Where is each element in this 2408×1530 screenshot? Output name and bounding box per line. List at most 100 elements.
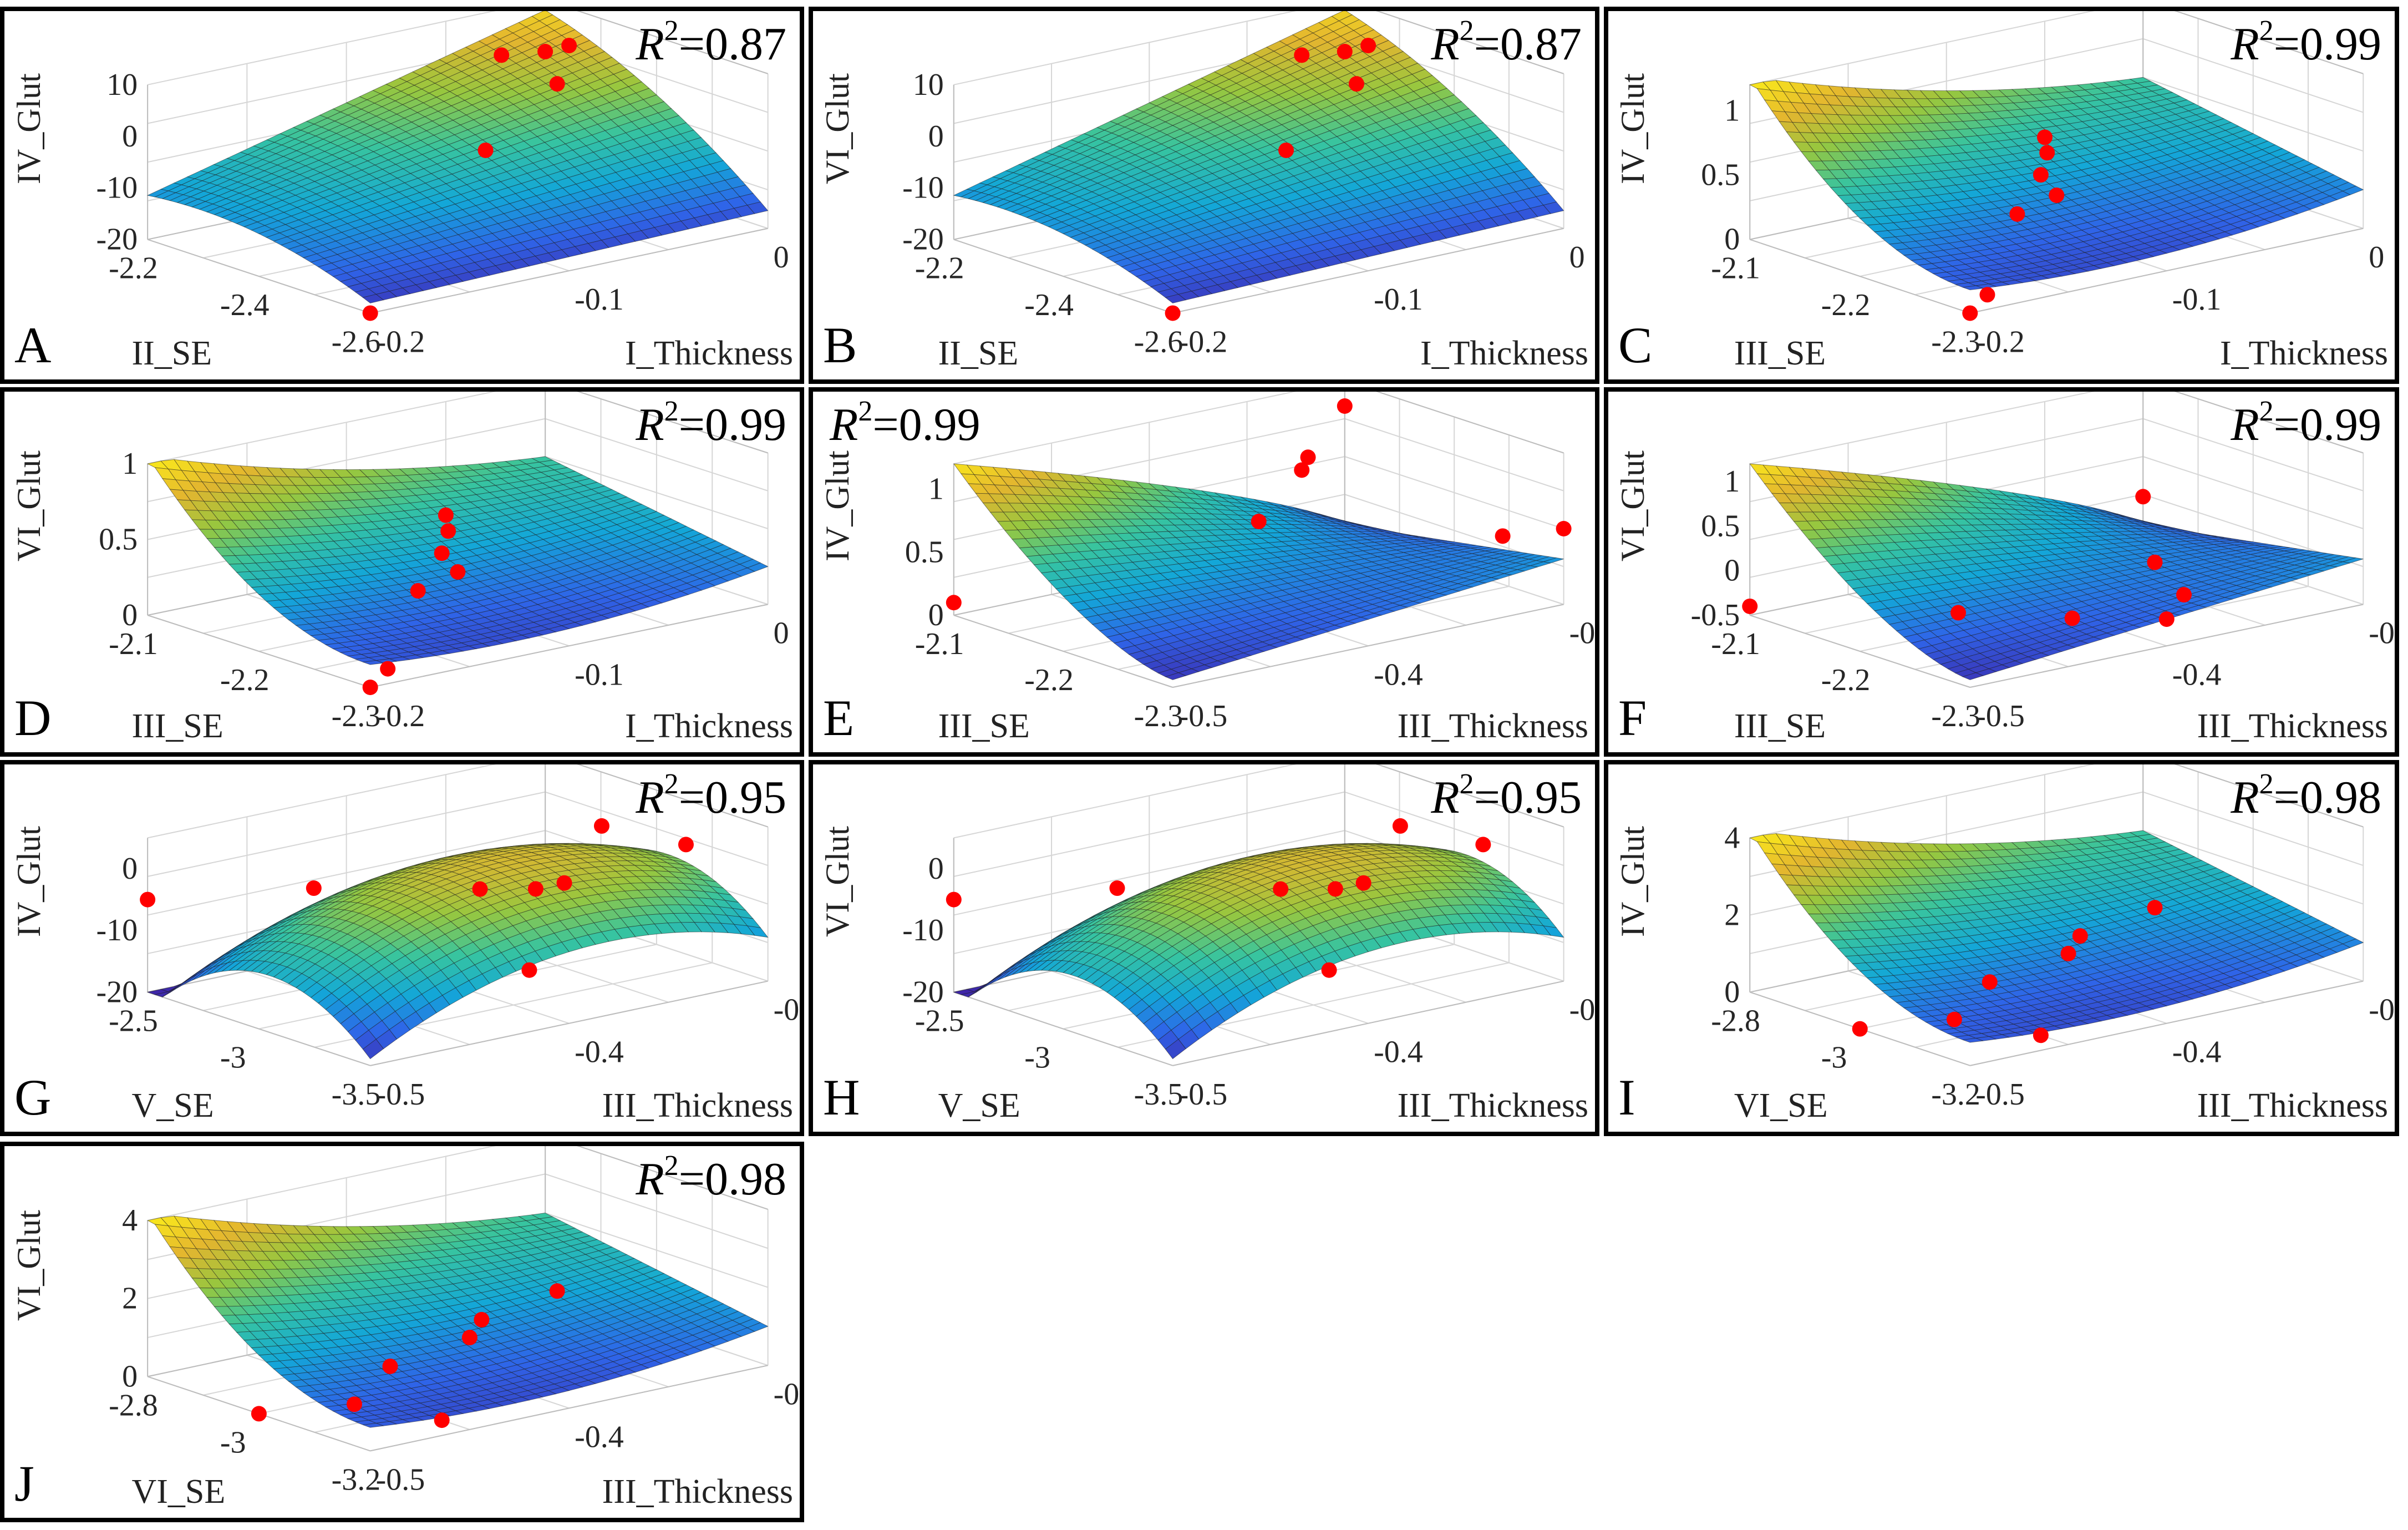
y-tick-label: -0.5 xyxy=(1975,699,2025,733)
panel-letter: J xyxy=(14,1455,34,1512)
panel-E: -2.1 -2.2 -2.3-0.5 -0.4 -0.3 1 0.5 0 E R2=0.99 III… xyxy=(809,387,1599,757)
x-tick-label: -3.2 xyxy=(332,1462,381,1497)
z-axis-label: VI_Glut xyxy=(819,826,856,938)
x-tick-label: -2.2 xyxy=(1821,663,1871,697)
z-tick-label: 0 xyxy=(122,1359,138,1394)
y-axis-label: I_Thickness xyxy=(2219,335,2388,372)
r-symbol: R xyxy=(1431,18,1460,70)
y-axis-label: III_Thickness xyxy=(2197,707,2388,745)
z-tick-label: 0 xyxy=(928,852,944,886)
data-point xyxy=(537,44,553,60)
panel-letter: I xyxy=(1618,1069,1635,1126)
ticks-D: -2.1 -2.2 -2.3-0.2 -0.1 0 1 0.5 0 xyxy=(99,447,789,733)
x-tick-label: -2.2 xyxy=(915,251,964,286)
ticks-J: -2.8 -3 -3.2-0.5 -0.4 -0.3 4 2 0 xyxy=(109,1203,800,1497)
data-point xyxy=(2009,206,2025,222)
data-point xyxy=(1294,462,1310,478)
data-point xyxy=(549,1283,565,1299)
data-points-C xyxy=(1962,129,2065,321)
z-axis-label: VI_Glut xyxy=(11,450,47,561)
z-axis-label: IV_Glut xyxy=(1614,73,1651,185)
z-tick-label: -10 xyxy=(902,171,944,205)
data-point xyxy=(549,76,565,92)
data-point xyxy=(556,875,572,891)
data-point xyxy=(2135,489,2151,505)
panel-J: -2.8 -3 -3.2-0.5 -0.4 -0.3 4 2 0 J R2=0.98 VI_SE II… xyxy=(0,1142,804,1522)
z-tick-label: -20 xyxy=(96,222,138,257)
y-axis-label: III_Thickness xyxy=(602,1087,793,1124)
panel-B: -2.2 -2.4 -2.6 -0.2 -0.1 0 10 0 -10 -20 B R2=0.87 II… xyxy=(809,7,1599,384)
y-tick-label: -0.3 xyxy=(774,1377,800,1411)
r-squared-value: =0.95 xyxy=(678,772,786,823)
panel-H: -2.5 -3 -3.5-0.5 -0.4 -0.3 0 -10 -20 H R2=0.95 V_S… xyxy=(809,760,1599,1136)
x-axis-label: V_SE xyxy=(131,1087,214,1124)
data-point xyxy=(1348,76,1364,92)
x-tick-label: -2.3 xyxy=(1931,325,1980,359)
x-axis-label: VI_SE xyxy=(131,1473,226,1511)
y-tick-label: 0 xyxy=(2369,240,2384,275)
ticks-F: -2.1-2.2-2.3-0.5-0.4-0.310.50-0.5 xyxy=(1691,464,2395,733)
panel-G: -2.5 -3 -3.5-0.5 -0.4 -0.3 0 -10 -20 G R2=0.95 V_S… xyxy=(0,760,804,1136)
data-point xyxy=(382,1358,398,1374)
y-tick-label: -0.3 xyxy=(774,993,800,1027)
panel-A: -2.2 -2.4 -2.6 -0.2 -0.1 0 10 0 -10 -20 A R2=0.87 II… xyxy=(0,7,804,384)
panel-letter: E xyxy=(823,690,855,746)
data-point xyxy=(2147,554,2163,570)
y-tick-label: 0 xyxy=(774,616,789,651)
plot-G: -2.5 -3 -3.5-0.5 -0.4 -0.3 0 -10 -20 xyxy=(96,764,800,1112)
panel-letter: B xyxy=(823,317,857,373)
z-tick-label: -10 xyxy=(96,913,138,948)
r-squared-label: R2=0.87 xyxy=(636,15,786,70)
data-point xyxy=(946,891,962,908)
y-axis-label: I_Thickness xyxy=(1420,335,1588,372)
data-points-F xyxy=(1742,489,2192,627)
data-point xyxy=(1109,880,1125,896)
data-point xyxy=(434,1412,450,1428)
x-tick-label: -2.6 xyxy=(1134,325,1183,359)
data-point xyxy=(1251,514,1267,529)
x-axis-label: II_SE xyxy=(131,335,212,372)
r-squared-value: =0.87 xyxy=(678,18,786,70)
y-tick-label: -0.5 xyxy=(376,1462,425,1497)
z-tick-label: 1 xyxy=(1724,93,1740,128)
y-tick-label: -0.5 xyxy=(1178,699,1228,733)
r-squared-label: R2=0.87 xyxy=(1431,15,1582,70)
data-point xyxy=(1327,881,1343,897)
data-points-E xyxy=(946,398,1572,611)
y-tick-label: -0.2 xyxy=(1178,325,1228,359)
x-tick-label: -2.4 xyxy=(220,288,270,322)
data-point xyxy=(1321,962,1337,978)
data-point xyxy=(2039,145,2055,161)
z-tick-label: 2 xyxy=(122,1281,138,1316)
plot-C: -2.1 -2.2 -2.3-0.2 -0.1 0 1 0.5 0 xyxy=(1701,11,2384,359)
r-squared-value: =0.99 xyxy=(872,399,981,450)
z-tick-label: 4 xyxy=(122,1203,138,1238)
data-point xyxy=(2072,928,2088,944)
data-points-B xyxy=(1165,38,1376,321)
plot-I: -2.8 -3 -3.2-0.5 -0.4 -0.3 4 2 0 xyxy=(1711,764,2395,1112)
y-tick-label: -0.1 xyxy=(575,657,624,692)
r-squared-label: R2=0.99 xyxy=(636,396,786,450)
r-squared-label: R2=0.95 xyxy=(636,768,786,823)
y-tick-label: -0.3 xyxy=(1569,616,1595,651)
surface-I xyxy=(1749,830,2364,1043)
data-point xyxy=(1278,142,1294,158)
z-tick-label: 10 xyxy=(106,68,138,102)
panel-F: -2.1-2.2-2.3-0.5-0.4-0.310.50-0.5FR2=0.9… xyxy=(1604,387,2399,757)
data-point xyxy=(1982,974,1998,990)
data-point xyxy=(450,564,466,580)
r-squared-label: R2=0.99 xyxy=(2231,396,2381,450)
z-tick-label: 2 xyxy=(1724,898,1740,932)
data-point xyxy=(1300,449,1316,465)
data-points-D xyxy=(362,507,466,695)
y-tick-label: -0.1 xyxy=(2172,282,2222,317)
y-axis-label: III_Thickness xyxy=(2197,1087,2388,1124)
data-point xyxy=(410,583,426,599)
z-tick-label: 0 xyxy=(1724,554,1740,588)
y-tick-label: -0.4 xyxy=(1374,657,1423,692)
data-point xyxy=(1852,1021,1868,1037)
x-tick-label: -2.1 xyxy=(1711,627,1760,661)
r-symbol: R xyxy=(636,1153,664,1205)
r-squared-label: R2=0.99 xyxy=(830,396,981,450)
data-point xyxy=(1742,598,1758,614)
